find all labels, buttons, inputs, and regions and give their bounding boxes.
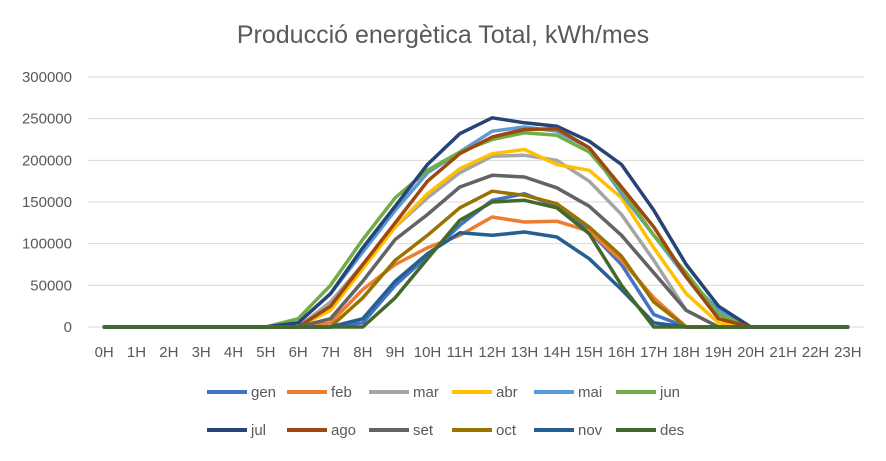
- legend: gen feb mar abr mai jun jul ago set oct nov des: [207, 384, 684, 439]
- x-axis: 0H 1H 2H 3H 4H 5H 6H 7H 8H 9H 10H 11H 12H 13H 14H 15H 16…: [95, 344, 862, 361]
- y-tick-label: 250000: [22, 111, 72, 128]
- series-line-nov: [102, 230, 850, 329]
- legend-item-gen: gen: [207, 384, 276, 401]
- gridlines: [88, 76, 864, 328]
- x-tick-label: 22H: [802, 344, 830, 361]
- x-tick-label: 15H: [575, 344, 603, 361]
- legend-label: abr: [496, 384, 518, 401]
- x-tick-label: 12H: [478, 344, 506, 361]
- y-tick-label: 100000: [22, 236, 72, 253]
- series-line-abr: [102, 147, 850, 329]
- legend-item-oct: oct: [452, 422, 517, 439]
- legend-label: jul: [250, 422, 266, 439]
- x-tick-label: 11H: [447, 344, 473, 361]
- legend-label: oct: [496, 422, 517, 439]
- legend-label: ago: [331, 422, 356, 439]
- x-tick-label: 6H: [289, 344, 308, 361]
- legend-label: des: [660, 422, 684, 439]
- y-tick-label: 150000: [22, 194, 72, 211]
- legend-item-mar: mar: [369, 384, 439, 401]
- legend-item-feb: feb: [287, 384, 352, 401]
- x-tick-label: 17H: [640, 344, 668, 361]
- series-line-des: [102, 198, 850, 329]
- x-tick-label: 19H: [705, 344, 733, 361]
- x-tick-label: 1H: [127, 344, 146, 361]
- x-tick-label: 9H: [386, 344, 405, 361]
- x-tick-label: 0H: [95, 344, 114, 361]
- series-line-gen: [102, 191, 850, 329]
- x-tick-label: 20H: [737, 344, 765, 361]
- x-tick-label: 10H: [414, 344, 442, 361]
- legend-item-ago: ago: [287, 422, 356, 439]
- x-tick-label: 23H: [834, 344, 862, 361]
- x-tick-label: 21H: [769, 344, 797, 361]
- legend-item-jul: jul: [207, 422, 266, 439]
- x-tick-label: 3H: [192, 344, 211, 361]
- legend-item-nov: nov: [534, 422, 603, 439]
- chart-title: Producció energètica Total, kWh/mes: [237, 21, 649, 49]
- x-tick-label: 2H: [159, 344, 178, 361]
- x-tick-label: 4H: [224, 344, 243, 361]
- legend-item-des: des: [616, 422, 684, 439]
- series-line-jul: [102, 116, 850, 329]
- y-tick-label: 200000: [22, 152, 72, 169]
- x-tick-label: 14H: [543, 344, 571, 361]
- legend-label: nov: [578, 422, 603, 439]
- x-tick-label: 5H: [256, 344, 275, 361]
- legend-label: set: [413, 422, 434, 439]
- series-lines: [102, 116, 850, 329]
- legend-label: jun: [659, 384, 680, 401]
- legend-item-mai: mai: [534, 384, 602, 401]
- legend-item-jun: jun: [616, 384, 680, 401]
- x-tick-label: 7H: [321, 344, 340, 361]
- y-tick-label: 0: [64, 319, 72, 336]
- y-tick-label: 300000: [22, 69, 72, 86]
- legend-label: mai: [578, 384, 602, 401]
- legend-item-abr: abr: [452, 384, 518, 401]
- y-axis: 0 50000 100000 150000 200000 250000 300000: [22, 69, 72, 336]
- legend-label: mar: [413, 384, 439, 401]
- legend-label: feb: [331, 384, 352, 401]
- x-tick-label: 8H: [353, 344, 372, 361]
- legend-label: gen: [251, 384, 276, 401]
- y-tick-label: 50000: [30, 277, 72, 294]
- x-tick-label: 18H: [672, 344, 700, 361]
- x-tick-label: 13H: [511, 344, 539, 361]
- x-tick-label: 16H: [608, 344, 636, 361]
- legend-item-set: set: [369, 422, 434, 439]
